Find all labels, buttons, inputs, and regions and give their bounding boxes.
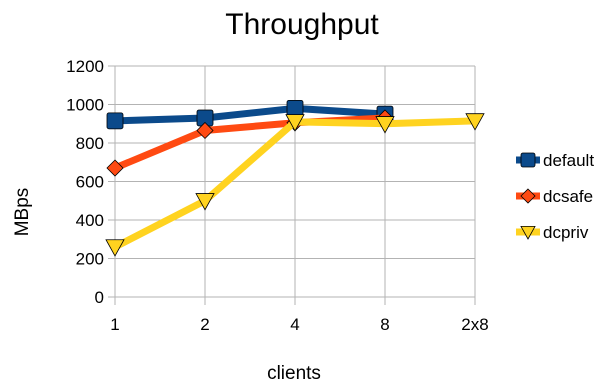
- series-group: [105, 99, 485, 257]
- legend-marker-dcpriv: [520, 225, 536, 240]
- data-point-dcsafe: [196, 121, 214, 140]
- legend-label-dcpriv: dcpriv: [543, 223, 589, 242]
- x-tick-label: 4: [290, 315, 299, 334]
- x-tick-label: 1: [110, 315, 119, 334]
- x-tick-label: 2x8: [461, 315, 488, 334]
- series-line-default: [114, 104, 386, 125]
- data-point-dcpriv: [465, 113, 485, 131]
- data-point-dcpriv: [375, 116, 395, 134]
- data-point-default: [106, 112, 124, 130]
- y-tick-label: 1000: [66, 96, 104, 115]
- y-tick-label: 400: [76, 211, 104, 230]
- chart-title: Throughput: [225, 8, 379, 41]
- data-point-dcpriv: [285, 114, 305, 132]
- legend-marker-dcsafe: [520, 188, 536, 204]
- legend-marker-default: [520, 152, 536, 168]
- legend-label-default: default: [543, 151, 594, 170]
- y-tick-label: 600: [76, 173, 104, 192]
- y-tick-label: 0: [95, 288, 104, 307]
- axes: 0 200 400 600 800 1000 1200 1 2 4 8 2x8: [66, 57, 489, 334]
- legend: default dcsafe dcpriv: [516, 151, 594, 242]
- x-tick-label: 8: [380, 315, 389, 334]
- data-point-dcpriv: [195, 193, 215, 211]
- data-point-default: [286, 99, 304, 117]
- x-tick-label: 2: [200, 315, 209, 334]
- y-axis-label: MBps: [12, 188, 33, 237]
- x-axis-label: clients: [267, 363, 321, 382]
- legend-label-dcsafe: dcsafe: [543, 187, 593, 206]
- data-point-dcpriv: [105, 239, 125, 257]
- y-tick-label: 800: [76, 134, 104, 153]
- y-tick-label: 1200: [66, 57, 104, 76]
- y-tick-label: 200: [76, 250, 104, 269]
- data-point-dcsafe: [106, 159, 124, 177]
